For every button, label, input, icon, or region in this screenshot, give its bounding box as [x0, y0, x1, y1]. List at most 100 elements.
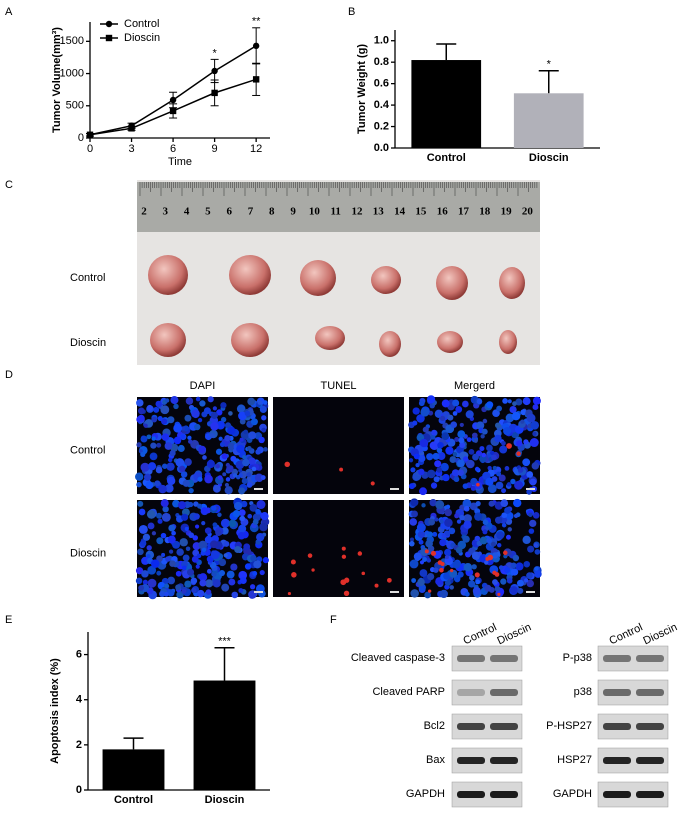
- x-tick-label: 6: [170, 143, 176, 155]
- nucleus: [479, 536, 488, 545]
- nucleus: [247, 513, 253, 519]
- nucleus: [191, 409, 200, 418]
- nucleus: [456, 519, 462, 524]
- scale-bar: [254, 591, 263, 593]
- nucleus: [500, 499, 509, 507]
- apoptotic-cell: [287, 591, 292, 596]
- nucleus: [263, 447, 268, 452]
- nucleus: [486, 537, 493, 544]
- nucleus: [504, 507, 511, 514]
- nucleus: [227, 442, 235, 450]
- nucleus: [195, 564, 200, 569]
- nucleus: [234, 545, 242, 553]
- nucleus: [218, 569, 226, 577]
- ruler-number: 8: [269, 206, 275, 218]
- nucleus: [430, 434, 436, 440]
- nucleus: [155, 466, 163, 474]
- nucleus: [255, 584, 265, 594]
- nucleus: [182, 479, 190, 487]
- nucleus: [513, 498, 522, 508]
- nucleus: [492, 409, 500, 418]
- nucleus: [136, 399, 144, 407]
- nucleus: [495, 481, 504, 490]
- nucleus: [181, 565, 187, 571]
- nucleus: [463, 505, 470, 512]
- nucleus: [161, 552, 166, 557]
- nucleus: [238, 468, 243, 473]
- nucleus: [505, 511, 514, 520]
- nucleus: [482, 529, 488, 535]
- nucleus: [159, 590, 166, 598]
- nucleus: [255, 508, 261, 515]
- nucleus: [418, 468, 425, 476]
- apoptotic-cell: [311, 568, 315, 572]
- nucleus: [259, 522, 268, 532]
- nucleus: [457, 459, 465, 468]
- ruler-number: 13: [373, 206, 385, 218]
- nucleus: [439, 538, 447, 547]
- nucleus: [177, 444, 185, 452]
- nucleus: [211, 505, 217, 511]
- panel-letter: A: [5, 6, 13, 18]
- nucleus: [157, 416, 163, 422]
- nucleus: [252, 519, 259, 525]
- nucleus: [435, 500, 445, 510]
- nucleus: [473, 438, 478, 443]
- nucleus: [142, 533, 151, 541]
- nucleus: [418, 454, 426, 462]
- nucleus: [459, 441, 466, 449]
- nucleus: [474, 535, 481, 542]
- nucleus: [137, 414, 145, 422]
- nucleus: [206, 459, 215, 469]
- nucleus: [188, 439, 193, 444]
- nucleus: [413, 552, 422, 561]
- nucleus: [215, 529, 222, 537]
- nucleus: [408, 483, 415, 490]
- nucleus: [480, 434, 485, 439]
- nucleus: [434, 517, 439, 522]
- nucleus: [146, 434, 152, 440]
- nucleus: [482, 519, 489, 526]
- nucleus: [424, 591, 431, 599]
- nucleus: [261, 427, 267, 433]
- nucleus: [426, 453, 434, 461]
- nucleus: [223, 553, 228, 558]
- nucleus: [261, 415, 267, 421]
- nucleus: [523, 560, 531, 568]
- nucleus: [172, 540, 181, 549]
- nucleus: [507, 399, 512, 404]
- nucleus: [497, 542, 502, 548]
- nucleus: [408, 458, 414, 463]
- nucleus: [197, 417, 203, 423]
- nucleus: [156, 570, 162, 576]
- nucleus: [195, 396, 201, 402]
- nucleus: [203, 407, 211, 415]
- nucleus: [466, 437, 472, 443]
- nucleus: [441, 432, 450, 441]
- apoptotic-cell: [343, 590, 350, 597]
- nucleus: [149, 452, 158, 461]
- nucleus: [180, 560, 188, 568]
- nucleus: [467, 580, 476, 588]
- row-label: Control: [70, 444, 105, 456]
- nucleus: [458, 437, 465, 444]
- nucleus: [425, 539, 433, 548]
- nucleus: [192, 535, 199, 541]
- nucleus: [469, 575, 475, 581]
- bar: [513, 93, 584, 148]
- nucleus: [462, 483, 469, 490]
- nucleus: [173, 423, 183, 433]
- nucleus: [238, 473, 243, 478]
- nucleus: [238, 487, 246, 495]
- blot-label: p38: [574, 686, 592, 698]
- ruler-number: 6: [226, 206, 232, 218]
- nucleus: [207, 396, 214, 403]
- ruler-number: 20: [522, 206, 534, 218]
- nucleus: [169, 450, 176, 457]
- nucleus: [475, 501, 481, 507]
- x-tick-label: 3: [128, 143, 134, 155]
- nucleus: [526, 413, 536, 423]
- nucleus: [436, 447, 443, 454]
- nucleus: [171, 530, 176, 536]
- nucleus: [236, 444, 245, 454]
